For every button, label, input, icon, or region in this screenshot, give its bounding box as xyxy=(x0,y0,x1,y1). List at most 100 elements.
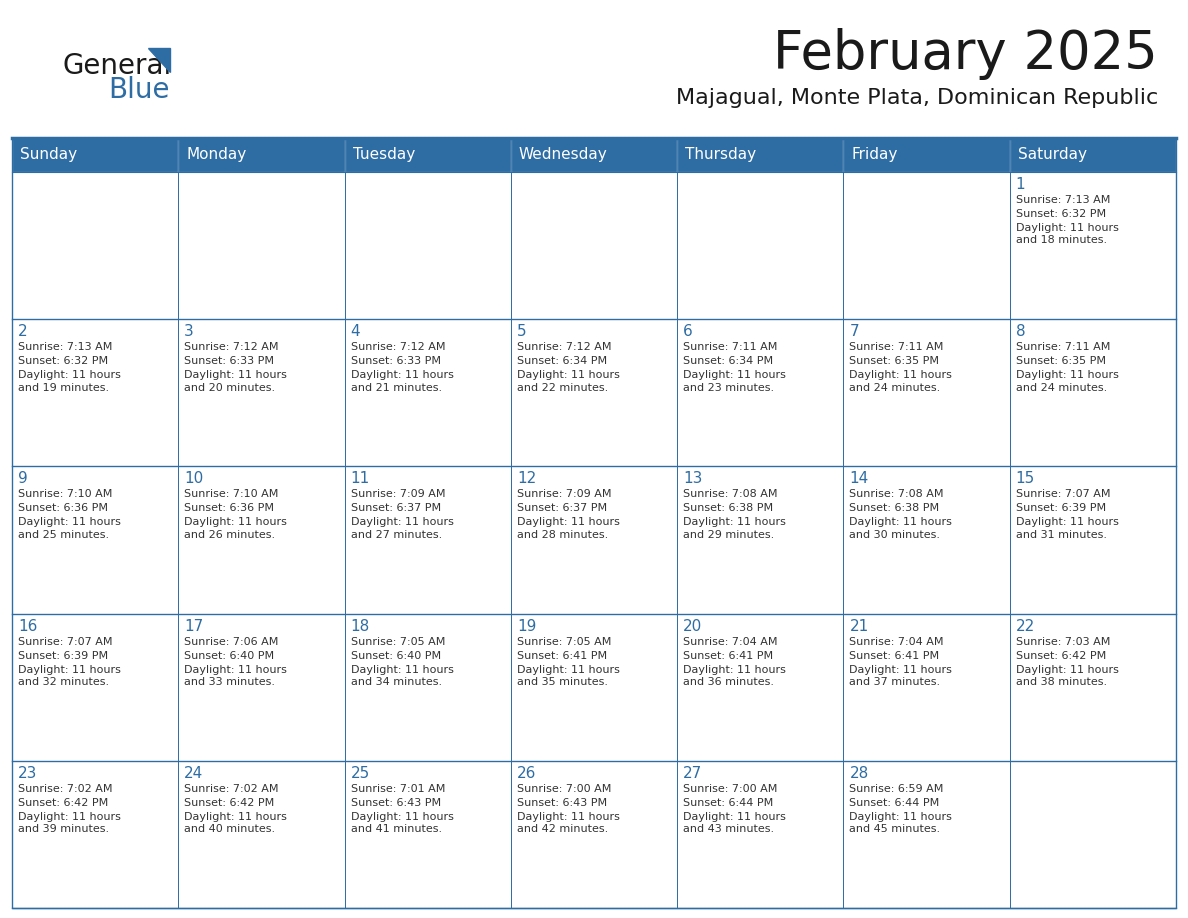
Text: Sunday: Sunday xyxy=(20,148,77,162)
Text: Sunrise: 7:11 AM: Sunrise: 7:11 AM xyxy=(1016,342,1110,353)
Text: 4: 4 xyxy=(350,324,360,339)
Text: 16: 16 xyxy=(18,619,37,633)
Bar xyxy=(1010,761,1176,908)
Text: Daylight: 11 hours
and 27 minutes.: Daylight: 11 hours and 27 minutes. xyxy=(350,518,454,540)
Text: 3: 3 xyxy=(184,324,194,339)
Text: Sunset: 6:37 PM: Sunset: 6:37 PM xyxy=(517,503,607,513)
Text: 5: 5 xyxy=(517,324,526,339)
Text: Sunset: 6:42 PM: Sunset: 6:42 PM xyxy=(1016,651,1106,661)
Text: Daylight: 11 hours
and 33 minutes.: Daylight: 11 hours and 33 minutes. xyxy=(184,665,287,687)
Text: Sunset: 6:34 PM: Sunset: 6:34 PM xyxy=(517,356,607,366)
Text: Daylight: 11 hours
and 43 minutes.: Daylight: 11 hours and 43 minutes. xyxy=(683,812,786,834)
Text: Sunrise: 7:12 AM: Sunrise: 7:12 AM xyxy=(350,342,446,353)
Text: 6: 6 xyxy=(683,324,693,339)
Text: Sunset: 6:44 PM: Sunset: 6:44 PM xyxy=(683,798,773,808)
Text: Daylight: 11 hours
and 19 minutes.: Daylight: 11 hours and 19 minutes. xyxy=(18,370,121,393)
Text: Daylight: 11 hours
and 45 minutes.: Daylight: 11 hours and 45 minutes. xyxy=(849,812,953,834)
Bar xyxy=(345,138,511,172)
Text: Sunrise: 7:13 AM: Sunrise: 7:13 AM xyxy=(18,342,113,353)
Text: 20: 20 xyxy=(683,619,702,633)
Bar xyxy=(511,613,677,761)
Bar xyxy=(677,613,843,761)
Text: Daylight: 11 hours
and 31 minutes.: Daylight: 11 hours and 31 minutes. xyxy=(1016,518,1119,540)
Bar xyxy=(178,138,345,172)
Text: Daylight: 11 hours
and 38 minutes.: Daylight: 11 hours and 38 minutes. xyxy=(1016,665,1119,687)
Bar xyxy=(345,761,511,908)
Text: General: General xyxy=(62,52,171,80)
Text: Sunset: 6:32 PM: Sunset: 6:32 PM xyxy=(18,356,108,366)
Text: Sunset: 6:43 PM: Sunset: 6:43 PM xyxy=(350,798,441,808)
Text: Daylight: 11 hours
and 39 minutes.: Daylight: 11 hours and 39 minutes. xyxy=(18,812,121,834)
Text: Sunset: 6:36 PM: Sunset: 6:36 PM xyxy=(184,503,274,513)
Text: Sunset: 6:38 PM: Sunset: 6:38 PM xyxy=(683,503,773,513)
Text: Sunrise: 7:05 AM: Sunrise: 7:05 AM xyxy=(517,636,612,646)
Text: Daylight: 11 hours
and 28 minutes.: Daylight: 11 hours and 28 minutes. xyxy=(517,518,620,540)
Bar xyxy=(345,613,511,761)
Text: Sunset: 6:42 PM: Sunset: 6:42 PM xyxy=(18,798,108,808)
Text: Sunrise: 7:11 AM: Sunrise: 7:11 AM xyxy=(849,342,943,353)
Text: Sunset: 6:44 PM: Sunset: 6:44 PM xyxy=(849,798,940,808)
Text: Daylight: 11 hours
and 30 minutes.: Daylight: 11 hours and 30 minutes. xyxy=(849,518,953,540)
Bar xyxy=(12,466,178,613)
Bar xyxy=(345,172,511,319)
Text: Sunrise: 7:05 AM: Sunrise: 7:05 AM xyxy=(350,636,446,646)
Bar xyxy=(843,761,1010,908)
Bar xyxy=(511,319,677,466)
Text: February 2025: February 2025 xyxy=(773,28,1158,80)
Text: 15: 15 xyxy=(1016,472,1035,487)
Bar xyxy=(677,761,843,908)
Text: Sunrise: 7:00 AM: Sunrise: 7:00 AM xyxy=(683,784,777,794)
Text: 11: 11 xyxy=(350,472,369,487)
Text: 13: 13 xyxy=(683,472,702,487)
Text: Daylight: 11 hours
and 37 minutes.: Daylight: 11 hours and 37 minutes. xyxy=(849,665,953,687)
Text: Saturday: Saturday xyxy=(1018,148,1087,162)
Bar xyxy=(12,172,178,319)
Text: Daylight: 11 hours
and 18 minutes.: Daylight: 11 hours and 18 minutes. xyxy=(1016,223,1119,245)
Text: Sunrise: 7:10 AM: Sunrise: 7:10 AM xyxy=(184,489,279,499)
Text: Sunset: 6:33 PM: Sunset: 6:33 PM xyxy=(184,356,274,366)
Text: Majagual, Monte Plata, Dominican Republic: Majagual, Monte Plata, Dominican Republi… xyxy=(676,88,1158,108)
Text: 8: 8 xyxy=(1016,324,1025,339)
Text: Sunrise: 7:07 AM: Sunrise: 7:07 AM xyxy=(18,636,113,646)
Text: Sunset: 6:36 PM: Sunset: 6:36 PM xyxy=(18,503,108,513)
Text: Sunset: 6:40 PM: Sunset: 6:40 PM xyxy=(184,651,274,661)
Text: Sunset: 6:39 PM: Sunset: 6:39 PM xyxy=(1016,503,1106,513)
Text: Sunset: 6:42 PM: Sunset: 6:42 PM xyxy=(184,798,274,808)
Text: Sunrise: 7:00 AM: Sunrise: 7:00 AM xyxy=(517,784,612,794)
Text: Daylight: 11 hours
and 40 minutes.: Daylight: 11 hours and 40 minutes. xyxy=(184,812,287,834)
Text: 19: 19 xyxy=(517,619,536,633)
Text: Daylight: 11 hours
and 24 minutes.: Daylight: 11 hours and 24 minutes. xyxy=(849,370,953,393)
Text: 22: 22 xyxy=(1016,619,1035,633)
Text: Sunset: 6:41 PM: Sunset: 6:41 PM xyxy=(683,651,773,661)
Text: Sunrise: 7:09 AM: Sunrise: 7:09 AM xyxy=(350,489,446,499)
Text: Sunrise: 7:08 AM: Sunrise: 7:08 AM xyxy=(683,489,778,499)
Text: 25: 25 xyxy=(350,766,369,781)
Bar xyxy=(1010,138,1176,172)
Text: 9: 9 xyxy=(18,472,27,487)
Text: Monday: Monday xyxy=(187,148,247,162)
Text: Wednesday: Wednesday xyxy=(519,148,607,162)
Text: Sunset: 6:34 PM: Sunset: 6:34 PM xyxy=(683,356,773,366)
Bar xyxy=(1010,319,1176,466)
Bar xyxy=(843,613,1010,761)
Text: Sunrise: 7:11 AM: Sunrise: 7:11 AM xyxy=(683,342,777,353)
Text: Sunrise: 7:09 AM: Sunrise: 7:09 AM xyxy=(517,489,612,499)
Text: Daylight: 11 hours
and 41 minutes.: Daylight: 11 hours and 41 minutes. xyxy=(350,812,454,834)
Text: 26: 26 xyxy=(517,766,536,781)
Text: 7: 7 xyxy=(849,324,859,339)
Text: Daylight: 11 hours
and 42 minutes.: Daylight: 11 hours and 42 minutes. xyxy=(517,812,620,834)
Text: 18: 18 xyxy=(350,619,369,633)
Bar xyxy=(1010,466,1176,613)
Text: Sunset: 6:41 PM: Sunset: 6:41 PM xyxy=(517,651,607,661)
Text: 21: 21 xyxy=(849,619,868,633)
Bar xyxy=(178,172,345,319)
Bar xyxy=(843,466,1010,613)
Text: Sunrise: 7:12 AM: Sunrise: 7:12 AM xyxy=(184,342,279,353)
Bar xyxy=(12,613,178,761)
Text: Sunrise: 7:12 AM: Sunrise: 7:12 AM xyxy=(517,342,612,353)
Text: Daylight: 11 hours
and 35 minutes.: Daylight: 11 hours and 35 minutes. xyxy=(517,665,620,687)
Text: Daylight: 11 hours
and 36 minutes.: Daylight: 11 hours and 36 minutes. xyxy=(683,665,786,687)
Text: 28: 28 xyxy=(849,766,868,781)
Text: Sunrise: 7:06 AM: Sunrise: 7:06 AM xyxy=(184,636,279,646)
Text: Sunrise: 7:07 AM: Sunrise: 7:07 AM xyxy=(1016,489,1111,499)
